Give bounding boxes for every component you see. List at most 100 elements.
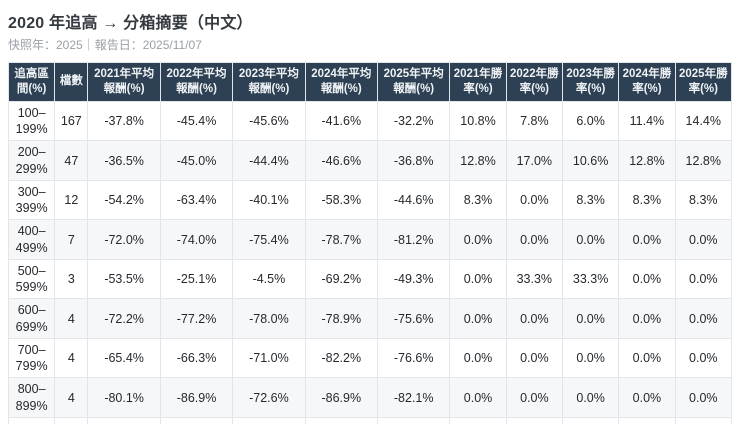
table-cell: -53.5% xyxy=(87,258,161,300)
table-row: 500–599% 3 -53.5% -25.1% -4.5% -69.2% -49.3% 0.… xyxy=(7,258,733,300)
table-cell: - xyxy=(376,416,451,424)
table-cell: -32.2% xyxy=(376,100,451,142)
table-cell: -72.6% xyxy=(232,377,306,418)
table-row: 700–799% 4 -65.4% -66.3% -71.0% -82.2% -76.6% 0… xyxy=(7,337,733,379)
table-cell: nan% xyxy=(449,416,507,424)
table-cell: -69.2% xyxy=(304,258,378,300)
table-cell: 17.0% xyxy=(505,140,563,181)
table-cell: - xyxy=(304,416,378,424)
table-cell: -41.6% xyxy=(304,100,378,142)
table-cell: 47 xyxy=(54,140,89,181)
table-cell: nan% xyxy=(674,416,733,424)
table-cell: -82.2% xyxy=(304,337,378,379)
table-cell: 11.4% xyxy=(618,100,676,142)
table-cell: 14.4% xyxy=(674,100,733,142)
range-cell: 800–899% xyxy=(7,377,56,418)
table-cell: 0.0% xyxy=(618,377,676,418)
range-cell: 500–599% xyxy=(7,258,56,300)
table-header: 追高區間(%) 檔數 2021年平均報酬(%) 2022年平均報酬(%) 2023年平均… xyxy=(7,62,733,102)
table-cell: 0.0% xyxy=(561,298,620,339)
table-cell: 167 xyxy=(54,100,89,142)
table-cell: 4 xyxy=(54,377,89,418)
table-cell: 0.0% xyxy=(505,377,563,418)
column-header: 2021年平均報酬(%) xyxy=(87,62,161,102)
table-cell: 3 xyxy=(54,258,89,300)
table-cell: 0.0% xyxy=(449,337,507,379)
table-cell: -75.4% xyxy=(232,219,306,260)
column-header: 2022年勝率(%) xyxy=(505,62,563,102)
table-cell: -81.2% xyxy=(376,219,451,260)
table-cell: 0.0% xyxy=(674,258,733,300)
table-cell: 8.3% xyxy=(618,179,676,221)
table-row: 600–699% 4 -72.2% -77.2% -78.0% -78.9% -75.6% 0… xyxy=(7,298,733,339)
range-cell: 600–699% xyxy=(7,298,56,339)
table-cell: -72.2% xyxy=(87,298,161,339)
column-header: 2024年勝率(%) xyxy=(618,62,676,102)
table-cell: -75.6% xyxy=(376,298,451,339)
table-cell: 12.8% xyxy=(674,140,733,181)
table-cell: 7.8% xyxy=(505,100,563,142)
column-header: 追高區間(%) xyxy=(7,62,56,102)
table-cell: 0.0% xyxy=(561,219,620,260)
table-cell: -4.5% xyxy=(232,258,306,300)
table-cell: -49.3% xyxy=(376,258,451,300)
table-cell: 12.8% xyxy=(449,140,507,181)
column-header: 2024年平均報酬(%) xyxy=(304,62,378,102)
table-cell: 0.0% xyxy=(505,298,563,339)
table-cell: -45.4% xyxy=(159,100,234,142)
range-cell: 300–399% xyxy=(7,179,56,221)
table-cell: 0.0% xyxy=(449,377,507,418)
table-cell: -77.2% xyxy=(159,298,234,339)
table-cell: 0.0% xyxy=(674,337,733,379)
table-cell: -54.2% xyxy=(87,179,161,221)
range-cell: 200–299% xyxy=(7,140,56,181)
table-cell: 8.3% xyxy=(561,179,620,221)
range-cell: 400–499% xyxy=(7,219,56,260)
table-cell: nan% xyxy=(505,416,563,424)
column-header: 2025年平均報酬(%) xyxy=(376,62,451,102)
table-row: 100–199% 167 -37.8% -45.4% -45.6% -41.6% -32.2… xyxy=(7,100,733,142)
table-row: 300–399% 12 -54.2% -63.4% -40.1% -58.3% -44.6%… xyxy=(7,179,733,221)
table-cell: 8.3% xyxy=(449,179,507,221)
table-cell: 0.0% xyxy=(674,377,733,418)
table-cell: 0 xyxy=(54,416,89,424)
column-header: 2025年勝率(%) xyxy=(674,62,733,102)
table-cell: -86.9% xyxy=(159,377,234,418)
table-cell: 0.0% xyxy=(449,298,507,339)
table-cell: -82.1% xyxy=(376,377,451,418)
table-cell: -78.0% xyxy=(232,298,306,339)
table-cell: -78.7% xyxy=(304,219,378,260)
table-cell: -44.6% xyxy=(376,179,451,221)
table-cell: -74.0% xyxy=(159,219,234,260)
table-cell: -78.9% xyxy=(304,298,378,339)
table-cell: 7 xyxy=(54,219,89,260)
column-header: 2023年平均報酬(%) xyxy=(232,62,306,102)
table-cell: 0.0% xyxy=(618,258,676,300)
table-cell: -58.3% xyxy=(304,179,378,221)
table-cell: 8.3% xyxy=(674,179,733,221)
range-cell: 900–999% xyxy=(7,416,56,424)
table-cell: 0.0% xyxy=(674,298,733,339)
column-header: 2022年平均報酬(%) xyxy=(159,62,234,102)
table-row: 200–299% 47 -36.5% -45.0% -44.4% -46.6% -36.8%… xyxy=(7,140,733,181)
table-cell: 0.0% xyxy=(618,298,676,339)
header-row: 追高區間(%) 檔數 2021年平均報酬(%) 2022年平均報酬(%) 2023年平均… xyxy=(7,62,733,102)
range-cell: 100–199% xyxy=(7,100,56,142)
table-cell: 0.0% xyxy=(449,258,507,300)
table-row: 800–899% 4 -80.1% -86.9% -72.6% -86.9% -82.1% 0… xyxy=(7,377,733,418)
table-cell: 0.0% xyxy=(561,377,620,418)
table-cell: -36.5% xyxy=(87,140,161,181)
table-row: 400–499% 7 -72.0% -74.0% -75.4% -78.7% -81.2% 0… xyxy=(7,219,733,260)
table-cell: -63.4% xyxy=(159,179,234,221)
table-cell: 4 xyxy=(54,298,89,339)
table-cell: 10.6% xyxy=(561,140,620,181)
table-cell: 0.0% xyxy=(505,337,563,379)
table-cell: 4 xyxy=(54,337,89,379)
table-cell: 33.3% xyxy=(505,258,563,300)
table-cell: 12 xyxy=(54,179,89,221)
table-cell: nan% xyxy=(561,416,620,424)
table-cell: -40.1% xyxy=(232,179,306,221)
table-cell: 0.0% xyxy=(618,219,676,260)
column-header: 2021年勝率(%) xyxy=(449,62,507,102)
